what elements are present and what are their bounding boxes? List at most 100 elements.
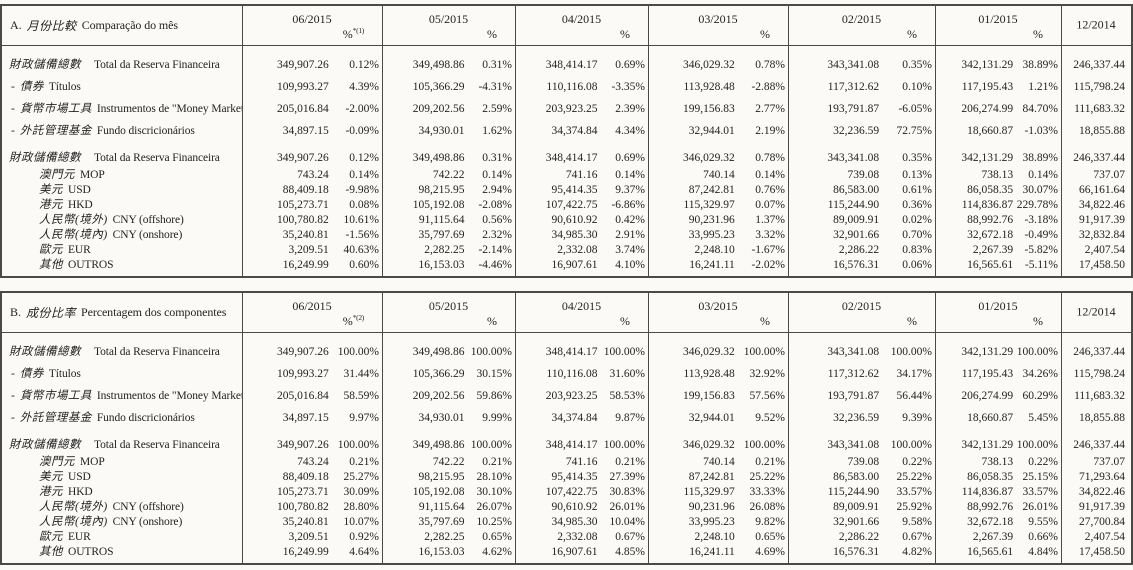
percent-change: 2.94%	[482, 184, 512, 196]
data-cell-03-2015: 2,248.10 0.65%	[648, 530, 788, 545]
percent-share: 0.21%	[615, 456, 645, 468]
percent-change: 0.10%	[902, 81, 932, 93]
amount-value: 34,822.46	[1079, 486, 1125, 498]
row-label: - 外託管理基金 Fundo discricionários	[2, 407, 242, 429]
table-row: 財政儲備總數 Total da Reserva Financeira 349,907…	[2, 341, 1131, 363]
amount-value: 209,202.56	[412, 103, 465, 115]
amount-value: 16,565.61	[967, 546, 1014, 558]
row-label-chinese: 人民幣(境內)	[39, 229, 108, 241]
percent-change: 0.78%	[755, 59, 785, 71]
column-header-03-2015: 03/2015%	[648, 6, 788, 45]
percent-change: 0.61%	[902, 184, 932, 196]
amount-value: 91,115.64	[418, 214, 465, 226]
percent-share: 9.55%	[1028, 516, 1058, 528]
data-cell-01-2015: 2,267.39 -5.82%	[935, 243, 1061, 258]
row-label: 美元 USD	[2, 183, 242, 198]
table-a-month-comparison: A. 月份比較 Comparação do mês 06/2015 %*(1) 05…	[0, 4, 1133, 278]
amount-value: 2,248.10	[694, 244, 735, 256]
amount-value: 348,414.17	[545, 59, 598, 71]
percent-change: 84.70%	[1022, 103, 1058, 115]
data-cell-02-2015: 343,341.08 0.35%	[788, 148, 935, 168]
percent-share: 30.09%	[343, 486, 379, 498]
table-row: 財政儲備總數 Total da Reserva Financeira 349,907…	[2, 148, 1131, 168]
percent-symbol: %	[487, 314, 497, 328]
amount-value: 32,944.01	[688, 125, 735, 137]
amount-value: 346,029.32	[683, 152, 735, 164]
row-label-portuguese: OUTROS	[68, 259, 114, 271]
data-cell-01-2015: 738.13 0.14%	[935, 168, 1061, 183]
percent-share: 100.00%	[743, 346, 785, 358]
percent-change: -0.09%	[345, 125, 379, 137]
amount-value: 16,907.61	[551, 546, 598, 558]
data-cell-01-2015: 117,195.43 34.26%	[935, 363, 1061, 385]
month-label: 05/2015	[428, 299, 469, 313]
data-cell-12-2014: 115,798.24	[1061, 363, 1131, 385]
row-label-chinese: 港元	[39, 486, 63, 498]
data-cell-04-2015: 348,414.17 100.00%	[515, 341, 648, 363]
percent-change: 30.07%	[1022, 184, 1058, 196]
data-cell-03-2015: 346,029.32 100.00%	[648, 341, 788, 363]
data-cell-12-2014: 66,161.64	[1061, 183, 1131, 198]
row-label-portuguese: Fundo discricionários	[96, 412, 195, 424]
percent-change: -5.82%	[1024, 244, 1058, 256]
row-label: 港元 HKD	[2, 485, 242, 500]
row-label-chinese: 債券	[19, 81, 44, 93]
row-label-chinese: 人民幣(境外)	[39, 501, 108, 513]
amount-value: 18,660.87	[967, 125, 1014, 137]
amount-value: 114,836.87	[961, 199, 1014, 211]
data-cell-01-2015: 206,274.99 84.70%	[935, 98, 1061, 120]
percent-share: 9.87%	[615, 412, 645, 424]
data-cell-03-2015: 2,248.10 -1.67%	[648, 243, 788, 258]
dash-bullet: -	[11, 390, 15, 402]
amount-value: 348,414.17	[545, 439, 598, 451]
data-cell-05-2015: 105,192.08 30.10%	[382, 485, 515, 500]
amount-value: 2,332.08	[557, 531, 598, 543]
data-cell-06-2015: 3,209.51 40.63%	[242, 243, 382, 258]
amount-value: 90,610.92	[551, 214, 598, 226]
data-cell-05-2015: 34,930.01 1.62%	[382, 120, 515, 142]
table-row: 港元 HKD 105,273.71 30.09% 105,192.08 30.10% 107…	[2, 485, 1131, 500]
data-cell-02-2015: 86,583.00 25.22%	[788, 470, 935, 485]
table-body: 財政儲備總數 Total da Reserva Financeira 349,907…	[2, 333, 1131, 560]
percent-change: -1.67%	[751, 244, 785, 256]
percent-share: 58.53%	[609, 390, 645, 402]
percent-symbol: %	[620, 27, 630, 41]
percent-change: 38.89%	[1022, 59, 1058, 71]
data-cell-02-2015: 739.08 0.13%	[788, 168, 935, 183]
amount-value: 35,797.69	[418, 229, 465, 241]
percent-share: 26.01%	[609, 501, 645, 513]
amount-value: 87,242.81	[688, 471, 735, 483]
amount-value: 343,341.08	[827, 346, 880, 358]
percent-change: -5.11%	[1024, 259, 1058, 271]
data-cell-12-2014: 18,855.88	[1061, 407, 1131, 429]
amount-value: 342,131.29	[961, 346, 1014, 358]
amount-value: 742.22	[432, 456, 465, 468]
data-cell-06-2015: 34,897.15 9.97%	[242, 407, 382, 429]
dash-bullet: -	[11, 368, 15, 380]
amount-value: 90,231.96	[688, 214, 735, 226]
data-cell-02-2015: 32,236.59 72.75%	[788, 120, 935, 142]
row-label-portuguese: Instrumentos de "Money Market"	[96, 390, 242, 402]
data-cell-12-2014: 91,917.39	[1061, 500, 1131, 515]
row-label-chinese: 外託管理基金	[19, 412, 92, 424]
percent-change: 4.39%	[349, 81, 379, 93]
row-label-portuguese: MOP	[80, 456, 105, 468]
amount-value: 33,995.23	[688, 516, 735, 528]
amount-value: 206,274.99	[961, 103, 1014, 115]
percent-header: %	[1033, 314, 1043, 329]
percent-header: %	[620, 314, 630, 329]
percent-change: 9.37%	[615, 184, 645, 196]
amount-value: 34,822.46	[1079, 199, 1125, 211]
percent-change: 0.14%	[1028, 169, 1058, 181]
amount-value: 738.13	[981, 456, 1014, 468]
percent-share: 100.00%	[1016, 439, 1058, 451]
amount-value: 18,855.88	[1079, 412, 1125, 424]
row-label-portuguese: Títulos	[48, 368, 81, 380]
data-cell-06-2015: 105,273.71 0.08%	[242, 198, 382, 213]
data-cell-02-2015: 193,791.87 -6.05%	[788, 98, 935, 120]
amount-value: 737.07	[1093, 169, 1125, 181]
percent-change: 2.32%	[482, 229, 512, 241]
percent-change: 0.69%	[615, 59, 645, 71]
percent-share: 0.67%	[615, 531, 645, 543]
table-row: 其他 OUTROS 16,249.99 0.60% 16,153.03 -4.46% 16,…	[2, 258, 1131, 273]
